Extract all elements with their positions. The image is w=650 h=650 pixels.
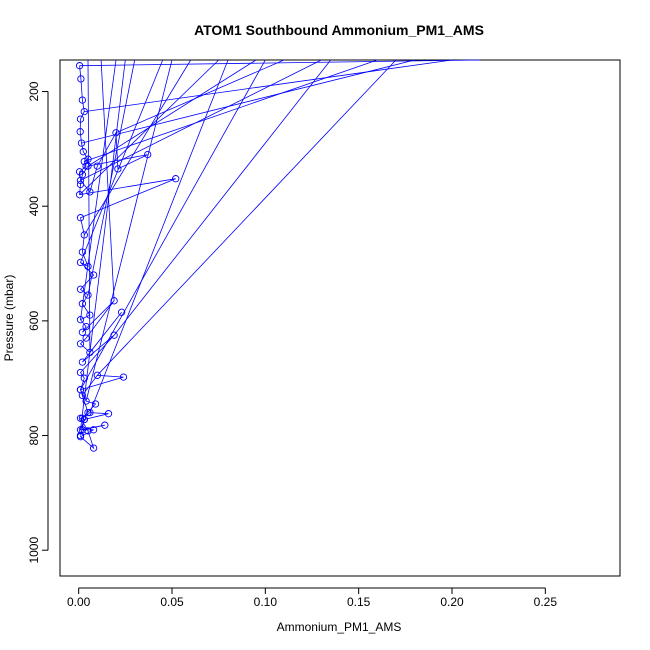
series-segment <box>87 59 257 167</box>
data-point <box>80 107 88 116</box>
x-tick-label: 0.25 <box>534 595 558 609</box>
y-axis-label: Pressure (mbar) <box>2 275 16 362</box>
data-point <box>76 285 85 293</box>
series-segment <box>80 59 117 320</box>
x-tick-label: 0.05 <box>160 595 184 609</box>
data-point <box>79 148 87 156</box>
chart-title: ATOM1 Southbound Ammonium_PM1_AMS <box>194 22 484 38</box>
y-tick-label: 600 <box>27 311 41 331</box>
series-segment <box>80 59 164 263</box>
data-point <box>84 155 92 163</box>
series-segment <box>115 59 285 134</box>
data-point <box>76 340 85 348</box>
data-point <box>76 316 85 324</box>
series-segment <box>100 59 115 301</box>
data-point <box>78 171 87 179</box>
data-point <box>80 231 88 239</box>
data-point <box>76 368 85 377</box>
series-segment <box>81 59 415 144</box>
series-segment <box>87 59 91 353</box>
data-point <box>77 139 86 147</box>
data-point <box>78 358 87 366</box>
data-point <box>82 397 90 405</box>
series-segment <box>97 59 397 376</box>
data-point <box>76 426 85 434</box>
y-tick-label: 400 <box>27 196 41 216</box>
y-tick-label: 200 <box>27 81 41 101</box>
data-point <box>84 262 92 271</box>
data-point <box>89 426 98 434</box>
data-point <box>76 414 85 422</box>
plot-frame <box>59 59 621 577</box>
x-tick-label: 0.00 <box>67 595 91 609</box>
series-segment <box>79 59 481 67</box>
data-point <box>82 322 90 331</box>
data-point <box>78 300 87 308</box>
data-point <box>76 431 85 440</box>
data-point <box>76 258 85 267</box>
data-point <box>75 191 84 199</box>
y-tick-label: 800 <box>27 425 41 445</box>
x-tick-label: 0.20 <box>440 595 464 609</box>
data-point <box>117 308 126 316</box>
series-segment <box>80 59 322 181</box>
data-point <box>76 180 85 189</box>
y-tick-label: 1000 <box>27 537 41 564</box>
data-point <box>89 271 98 279</box>
data-point <box>84 162 92 170</box>
data-point <box>78 414 87 422</box>
data-point <box>82 334 90 342</box>
data-point <box>86 348 94 357</box>
data-point <box>119 373 128 381</box>
data-point <box>78 248 87 256</box>
y-axis: 200 400 600 800 1000 <box>27 81 49 564</box>
data-point <box>77 75 85 83</box>
data-point <box>84 408 92 417</box>
data-point <box>86 311 94 319</box>
series-segment <box>84 59 378 162</box>
data-point <box>82 162 90 170</box>
data-point <box>91 400 100 408</box>
data-point <box>101 421 109 429</box>
x-axis: 0.00 0.05 0.10 0.15 0.20 0.25 <box>67 587 558 609</box>
data-point <box>172 175 180 183</box>
series-segment <box>79 59 219 195</box>
data-point <box>75 62 84 70</box>
data-point <box>104 410 113 418</box>
data-point <box>80 157 88 166</box>
data-point <box>93 162 101 170</box>
series-lines <box>79 59 481 450</box>
data-point <box>86 188 94 196</box>
data-point <box>84 291 92 299</box>
data-point <box>114 165 122 173</box>
data-point <box>110 331 118 339</box>
data-point <box>78 96 87 104</box>
data-point <box>76 115 85 123</box>
series-segment <box>85 59 173 402</box>
x-tick-label: 0.10 <box>254 595 278 609</box>
series-segment <box>113 59 332 336</box>
data-point <box>93 371 101 379</box>
series-segment <box>89 59 229 413</box>
x-axis-label: Ammonium_PM1_AMS <box>277 620 402 634</box>
data-point <box>76 214 85 222</box>
x-tick-label: 0.15 <box>347 595 371 609</box>
series-segment <box>83 59 192 236</box>
series-segment <box>84 59 453 112</box>
series-points <box>75 62 180 452</box>
data-point <box>89 444 98 452</box>
series-segment <box>80 59 266 390</box>
data-point <box>84 427 92 435</box>
data-point <box>86 408 94 417</box>
data-point <box>80 415 88 424</box>
data-point <box>144 150 152 159</box>
series-segment <box>80 59 126 430</box>
data-point <box>76 128 84 136</box>
data-point <box>78 328 87 336</box>
data-point <box>110 297 118 305</box>
data-point <box>112 129 120 137</box>
data-point <box>76 386 85 394</box>
data-point <box>80 374 88 382</box>
